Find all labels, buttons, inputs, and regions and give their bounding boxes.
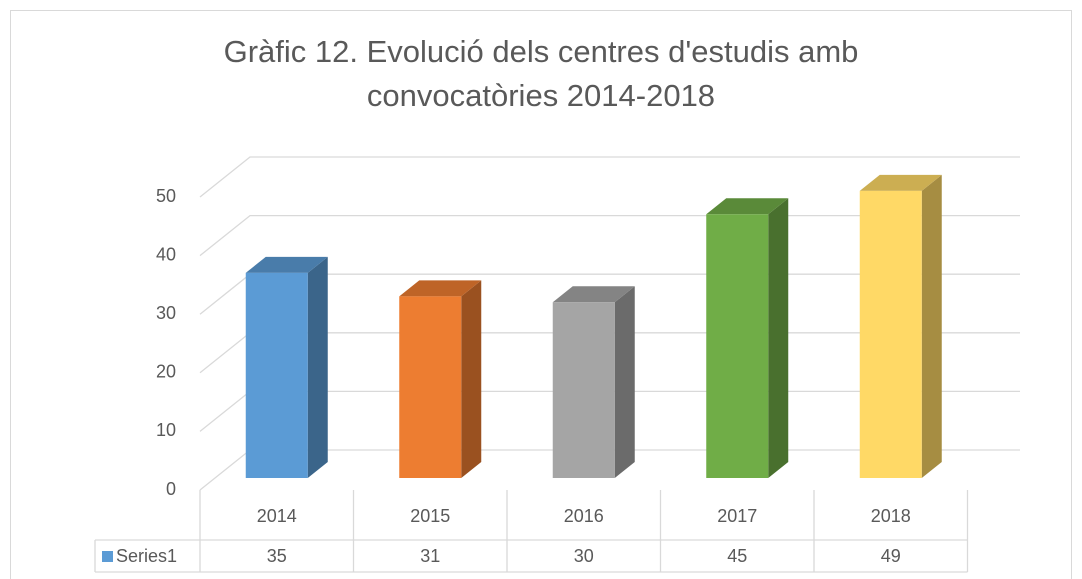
- bar: [552, 286, 635, 478]
- data-table-value: 31: [420, 546, 440, 566]
- y-tick-label: 10: [156, 420, 176, 440]
- x-tick-label: 2016: [564, 506, 604, 526]
- bar: [399, 280, 482, 478]
- grid-line: [199, 156, 1020, 198]
- bar-side: [614, 286, 635, 478]
- bar-side: [921, 174, 942, 479]
- bar-top: [399, 280, 482, 297]
- y-tick-label: 30: [156, 303, 176, 323]
- x-tick-label: 2017: [717, 506, 757, 526]
- data-table-value: 35: [267, 546, 287, 566]
- bar: [706, 198, 789, 479]
- bar-front: [245, 272, 308, 478]
- y-tick-label: 20: [156, 362, 176, 382]
- y-tick-label: 40: [156, 244, 176, 264]
- bar-front: [706, 214, 769, 479]
- bar-front: [399, 296, 462, 478]
- bar-side: [461, 280, 482, 478]
- bar-side: [307, 256, 328, 478]
- bar-top: [552, 286, 635, 303]
- bar-front: [859, 190, 922, 479]
- data-table-value: 49: [881, 546, 901, 566]
- bar: [859, 174, 942, 479]
- chart-title: Gràfic 12. Evolució dels centres d'estud…: [223, 34, 859, 113]
- bar: [245, 256, 328, 478]
- x-tick-label: 2014: [257, 506, 297, 526]
- data-table-value: 45: [727, 546, 747, 566]
- legend-label: Series1: [116, 546, 177, 566]
- table-line: [94, 539, 968, 573]
- x-tick-label: 2018: [871, 506, 911, 526]
- bar-top: [706, 198, 789, 215]
- bar-side: [768, 198, 789, 479]
- data-table-value: 30: [574, 546, 594, 566]
- bar-top: [245, 256, 328, 273]
- bar-top: [859, 174, 942, 191]
- legend-swatch: [102, 551, 113, 562]
- y-tick-label: 50: [156, 186, 176, 206]
- chart-frame: [10, 10, 1072, 579]
- bar-front: [552, 302, 615, 478]
- y-tick-label: 0: [166, 479, 176, 499]
- x-tick-label: 2015: [410, 506, 450, 526]
